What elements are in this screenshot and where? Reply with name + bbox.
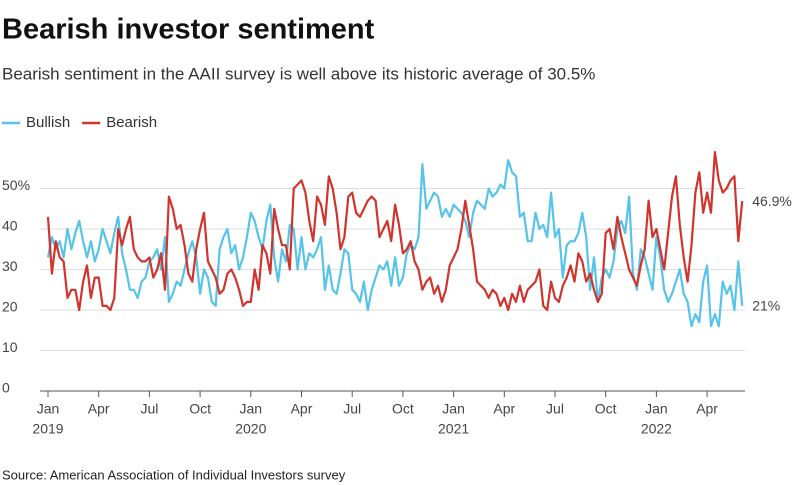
chart-title: Bearish investor sentiment [2,14,375,46]
series-line [46,159,744,328]
x-tick-label: Apr [493,401,515,417]
x-tick-label: Jul [343,401,361,417]
x-tick-label: Apr [696,401,718,417]
y-tick-label: 20 [2,299,18,315]
x-year-label: 2021 [438,421,469,437]
x-tick-label: Jan [37,401,60,417]
legend-label: Bearish [106,114,157,131]
x-tick-label: Oct [595,401,617,417]
x-tick-label: Jan [240,401,263,417]
x-tick-label: Apr [291,401,313,417]
x-tick-label: Jul [140,401,158,417]
series-line [46,151,744,312]
legend-label: Bullish [26,114,70,131]
x-tick-label: Jan [442,401,465,417]
x-year-label: 2020 [235,421,266,437]
x-year-label: 2019 [32,421,63,437]
y-tick-label: 30 [2,258,18,274]
x-year-label: 2022 [641,421,672,437]
x-tick-label: Oct [392,401,414,417]
y-tick-label: 50% [2,177,30,193]
x-tick-label: Apr [88,401,110,417]
y-tick-label: 0 [2,380,10,396]
source-note: Source: American Association of Individu… [2,467,346,482]
x-tick-label: Jan [645,401,668,417]
chart-subtitle: Bearish sentiment in the AAII survey is … [2,64,595,83]
x-tick-label: Jul [546,401,564,417]
y-tick-label: 40 [2,218,18,234]
end-label: 46.9% [752,193,792,209]
y-tick-label: 10 [2,339,18,355]
x-tick-label: Oct [189,401,211,417]
end-label: 21% [752,298,780,314]
